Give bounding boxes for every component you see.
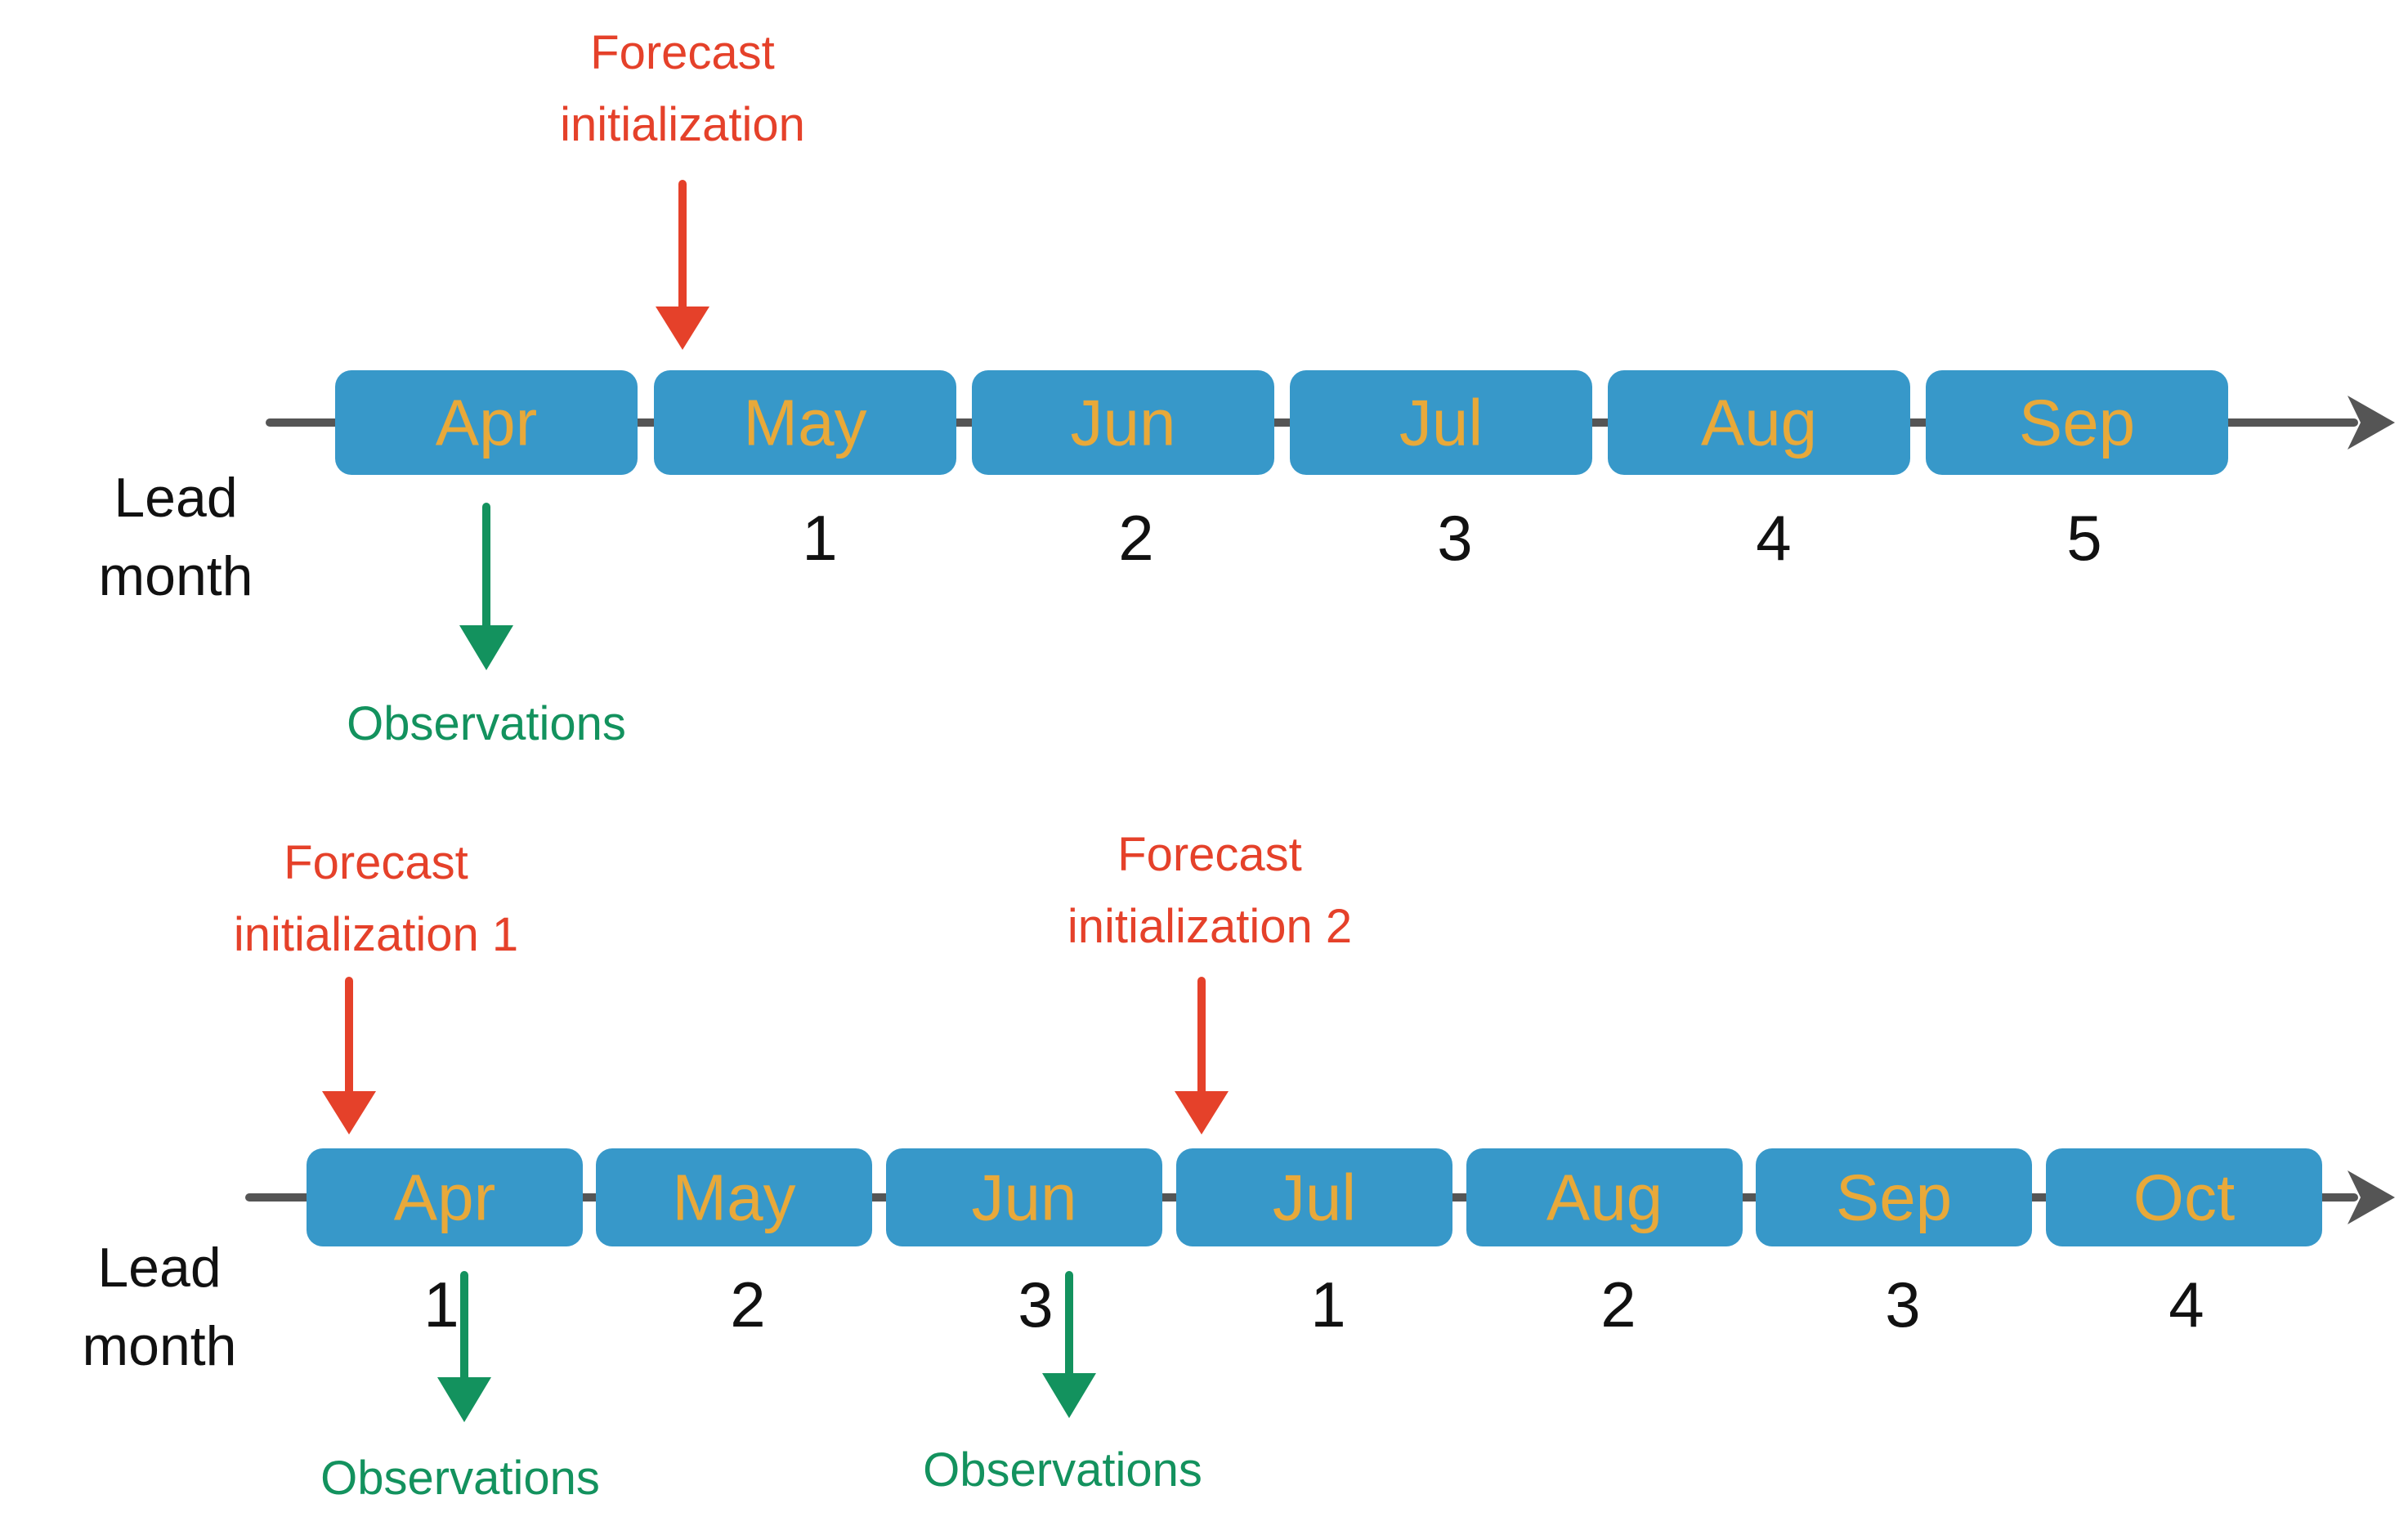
month-label: Jul <box>1399 387 1483 459</box>
timeline-1-month-apr: Apr <box>335 370 638 475</box>
forecast-arrow-head <box>1175 1091 1229 1134</box>
lead-month-label-line2: month <box>99 545 253 607</box>
month-box <box>307 1148 583 1246</box>
forecast-label-line2: initialization 2 <box>1067 900 1352 953</box>
month-box <box>886 1148 1162 1246</box>
month-box <box>1926 370 2228 475</box>
timeline-2-month-apr: Apr <box>307 1148 583 1246</box>
timeline-2-month-may: May <box>596 1148 872 1246</box>
month-box <box>1466 1148 1743 1246</box>
observations-label: Observations <box>923 1443 1202 1497</box>
timeline-1-month-sep: Sep <box>1926 370 2228 475</box>
observations-marker: Observations <box>347 503 626 750</box>
lead-month-label-line1: Lead <box>114 467 237 529</box>
month-label: Jun <box>972 1161 1077 1234</box>
month-label: Sep <box>1836 1161 1952 1234</box>
forecast-label-line1: Forecast <box>284 836 468 889</box>
month-box <box>1290 370 1592 475</box>
lead-number: 3 <box>1437 502 1472 574</box>
month-label: Apr <box>394 1161 496 1234</box>
forecast-arrow-head <box>322 1091 376 1134</box>
month-box <box>596 1148 872 1246</box>
month-label: Jul <box>1273 1161 1356 1234</box>
observations-arrow-head <box>459 625 513 670</box>
timeline-1: Apr May Jun Jul Aug Sep Lead month 1 2 3… <box>99 26 2395 750</box>
observations-label: Observations <box>320 1452 600 1505</box>
timeline-2-month-jun: Jun <box>886 1148 1162 1246</box>
month-label: Apr <box>436 387 538 459</box>
lead-number: 1 <box>423 1269 459 1340</box>
timeline-2-month-jul: Jul <box>1176 1148 1452 1246</box>
lead-number: 4 <box>2169 1269 2204 1340</box>
timeline-1-month-may: May <box>654 370 956 475</box>
lead-month-label-line2: month <box>83 1315 237 1377</box>
lead-number: 4 <box>1756 502 1791 574</box>
observations-marker-2: Observations <box>923 1271 1202 1497</box>
month-box <box>335 370 638 475</box>
observations-label: Observations <box>347 697 626 750</box>
lead-number: 2 <box>1600 1269 1636 1340</box>
timeline-1-month-jul: Jul <box>1290 370 1592 475</box>
forecast-initialization-1-marker: Forecast initialization 1 <box>234 836 518 1134</box>
month-label: Oct <box>2133 1161 2235 1234</box>
observations-arrow-head <box>437 1377 491 1422</box>
timeline-1-month-jun: Jun <box>972 370 1274 475</box>
forecast-initialization-2-marker: Forecast initialization 2 <box>1067 828 1352 1134</box>
month-box <box>972 370 1274 475</box>
month-label: May <box>672 1161 795 1234</box>
forecast-label-line1: Forecast <box>1117 828 1302 881</box>
forecast-initialization-marker: Forecast initialization <box>560 26 805 350</box>
month-label: Jun <box>1071 387 1176 459</box>
timeline-2-axis-arrowhead <box>2348 1170 2395 1224</box>
month-box <box>1608 370 1910 475</box>
forecast-label-line2: initialization 1 <box>234 908 518 961</box>
timeline-2-month-oct: Oct <box>2046 1148 2322 1246</box>
timeline-1-month-aug: Aug <box>1608 370 1910 475</box>
observations-arrow-head <box>1042 1373 1096 1418</box>
lead-number: 2 <box>730 1269 765 1340</box>
lead-number: 1 <box>1310 1269 1345 1340</box>
lead-number: 3 <box>1018 1269 1053 1340</box>
month-label: Sep <box>2019 387 2135 459</box>
month-label: Aug <box>1546 1161 1663 1234</box>
lead-number: 1 <box>802 502 837 574</box>
timeline-2-month-aug: Aug <box>1466 1148 1743 1246</box>
lead-month-label-line1: Lead <box>97 1237 221 1299</box>
timeline-1-axis-arrowhead <box>2348 396 2395 450</box>
timeline-2-month-sep: Sep <box>1756 1148 2032 1246</box>
month-box <box>1756 1148 2032 1246</box>
month-label: May <box>743 387 866 459</box>
month-label: Aug <box>1701 387 1817 459</box>
lead-number: 2 <box>1118 502 1153 574</box>
timeline-2: Apr May Jun Jul Aug Sep Oct Lead month 1 <box>83 828 2395 1505</box>
lead-number: 5 <box>2066 502 2101 574</box>
month-box <box>2046 1148 2322 1246</box>
observations-marker-1: Observations <box>320 1271 600 1505</box>
forecast-label-line1: Forecast <box>590 26 775 79</box>
forecast-label-line2: initialization <box>560 98 805 151</box>
forecast-arrow-head <box>656 307 709 350</box>
lead-number: 3 <box>1885 1269 1920 1340</box>
month-box <box>1176 1148 1452 1246</box>
month-box <box>654 370 956 475</box>
